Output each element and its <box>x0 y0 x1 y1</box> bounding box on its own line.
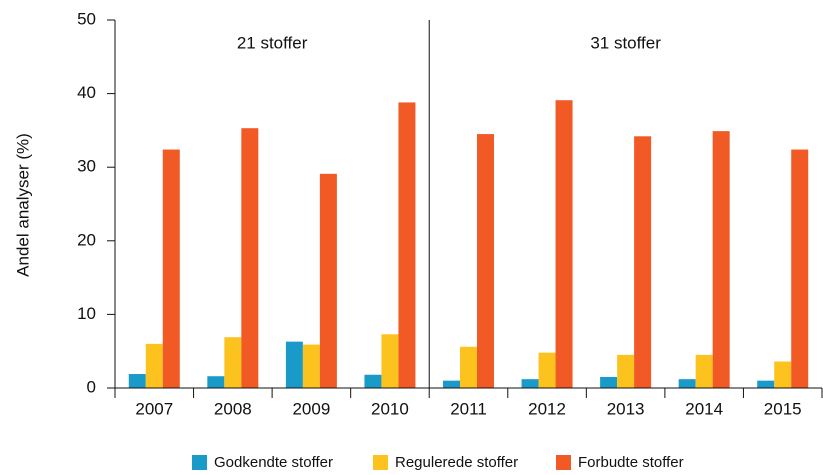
y-tick-label: 0 <box>87 377 96 396</box>
legend: Godkendte stoffer Regulerede stoffer Forbu… <box>192 454 684 471</box>
bar <box>285 341 303 388</box>
bar <box>302 344 320 388</box>
bar <box>555 100 573 388</box>
y-tick-label: 10 <box>77 304 96 323</box>
bar <box>695 354 713 388</box>
x-tick-label: 2014 <box>685 399 723 418</box>
y-tick-label: 30 <box>77 157 96 176</box>
y-tick-label: 20 <box>77 230 96 249</box>
bar <box>678 379 696 388</box>
x-tick-label: 2009 <box>292 399 330 418</box>
bar <box>443 380 460 388</box>
x-tick-label: 2008 <box>214 399 252 418</box>
bar <box>145 343 163 388</box>
legend-label: Regulerede stoffer <box>395 454 518 470</box>
legend-swatch <box>556 455 571 470</box>
bar <box>241 128 259 388</box>
legend-swatch <box>192 455 207 470</box>
y-tick-label: 40 <box>77 83 96 102</box>
bar <box>538 352 556 388</box>
bar <box>791 149 809 388</box>
x-tick-label: 2007 <box>135 399 173 418</box>
y-axis-label: Andel analyser (%) <box>13 133 32 277</box>
annotation: 31 stoffer <box>590 33 661 52</box>
bar <box>460 346 477 388</box>
y-tick-label: 50 <box>77 9 96 28</box>
x-tick-label: 2012 <box>528 399 566 418</box>
annotation: 21 stoffer <box>237 33 308 52</box>
bar <box>207 376 225 388</box>
x-tick-label: 2011 <box>450 399 487 418</box>
bar <box>521 379 539 388</box>
bar <box>617 354 635 388</box>
bar <box>774 361 792 388</box>
x-tick-label: 2013 <box>607 399 645 418</box>
x-tick-label: 2015 <box>764 399 802 418</box>
bar <box>634 136 652 388</box>
bar <box>600 376 618 388</box>
legend-label: Forbudte stoffer <box>578 454 684 470</box>
bar <box>224 337 242 388</box>
bar <box>128 374 146 388</box>
bar <box>364 374 382 388</box>
bar <box>398 102 416 388</box>
bar <box>162 149 180 388</box>
bar <box>477 134 494 388</box>
legend-label: Godkendte stoffer <box>214 454 333 470</box>
bar <box>712 131 730 389</box>
bar <box>757 380 775 388</box>
bar <box>319 173 337 388</box>
x-tick-label: 2010 <box>371 399 409 418</box>
bar <box>381 334 399 388</box>
legend-swatch <box>373 455 388 470</box>
